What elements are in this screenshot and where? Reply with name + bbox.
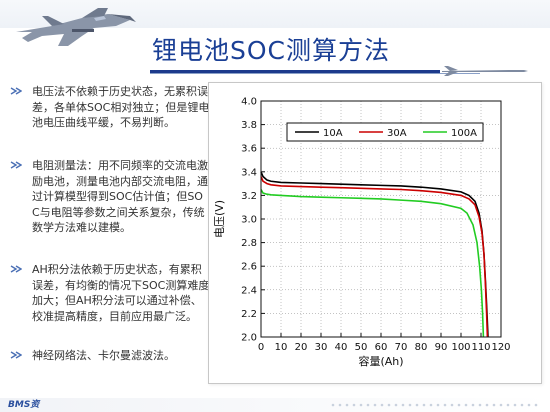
bullet-arrow-icon [10,87,22,95]
y-tick-label: 3.4 [241,167,257,178]
x-tick-label: 90 [435,342,448,353]
footer-dot [429,403,433,407]
footer-dot [485,403,489,407]
footer-dot [464,403,468,407]
footer-dot [366,403,370,407]
footer-dot [492,403,496,407]
bullet-arrow-icon [10,351,22,359]
x-tick-label: 10 [275,342,288,353]
footer-dot [506,403,510,407]
y-tick-label: 2.8 [241,238,257,249]
x-tick-label: 110 [471,342,490,353]
footer-band [0,398,550,412]
y-tick-label: 2.2 [241,309,257,320]
x-tick-label: 100 [451,342,470,353]
y-tick-label: 3.8 [241,120,257,131]
footer-dot [380,403,384,407]
x-tick-label: 120 [491,342,510,353]
y-tick-label: 2.6 [241,262,257,273]
legend-label: 30A [387,128,407,139]
discharge-chart: 0 10 20 30 40 50 60 70 80 90 100 110 120 2.0 2.2 2.4 2.6… [208,82,542,384]
y-tick-label: 2.0 [241,333,257,344]
list-item: AH积分法依赖于历史状态，有累积误差，有均衡的情况下SOC测算难度加大；但AH积… [10,262,210,324]
y-tick-label: 2.4 [241,285,257,296]
title-underline [150,70,440,73]
list-item: 电阻测量法：用不同频率的交流电激励电池，测量电池内部交流电阻，通过计算模型得到S… [10,158,210,236]
bullet-arrow-icon [10,161,22,169]
chart-legend: 10A 30A 100A [286,122,484,142]
fighter-jet-icon [16,8,136,46]
x-tick-label: 80 [415,342,428,353]
footer-dot [401,403,405,407]
bullet-text: 神经网络法、卡尔曼滤波法。 [32,349,175,362]
bullet-text: AH积分法依赖于历史状态，有累积误差，有均衡的情况下SOC测算难度加大；但AH积… [32,263,210,323]
footer-dot [415,403,419,407]
footer-dot [331,403,335,407]
footer-dot [534,403,538,407]
series-line-100A [260,189,485,338]
footer-dot [443,403,447,407]
footer-dot [457,403,461,407]
chart-series [260,171,489,338]
footer-dot [408,403,412,407]
y-axis-label: 电压(V) [213,200,226,238]
page-title: 锂电池SOC测算方法 [152,36,391,65]
footer-dot [478,403,482,407]
footer-dot [520,403,524,407]
legend-label: 10A [323,128,343,139]
footer-dot [499,403,503,407]
footer-dot [359,403,363,407]
chart-axes: 0 10 20 30 40 50 60 70 80 90 100 110 120 2.0 2.2 2.4 2.6… [213,97,511,369]
legend-box [286,122,484,142]
footer-dot [345,403,349,407]
x-axis-label: 容量(Ah) [358,354,403,368]
x-tick-label: 40 [335,342,348,353]
list-item: 电压法不依赖于历史状态，无累积误差，各单体SOC相对独立；但是锂电池电压曲线平缓… [10,84,210,131]
y-tick-label: 3.2 [241,191,257,202]
list-item: 神经网络法、卡尔曼滤波法。 [10,348,210,364]
legend-label: 100A [451,128,477,139]
title-underline-thin [150,73,480,74]
footer-dot [527,403,531,407]
footer-logo: BMS资 [8,400,40,410]
footer-dots [331,403,538,407]
footer-dot [436,403,440,407]
x-tick-label: 50 [355,342,368,353]
x-tick-label: 0 [258,342,264,353]
footer-dot [394,403,398,407]
y-tick-label: 3.0 [241,215,257,226]
discharge-chart-svg: 0 10 20 30 40 50 60 70 80 90 100 110 120 2.0 2.2 2.4 2.6… [213,97,511,369]
footer-dot [338,403,342,407]
missile-icon [442,66,528,76]
bullet-arrow-icon [10,265,22,273]
bullet-text: 电压法不依赖于历史状态，无累积误差，各单体SOC相对独立；但是锂电池电压曲线平缓… [32,85,210,129]
bullet-text: 电阻测量法：用不同频率的交流电激励电池，测量电池内部交流电阻，通过计算模型得到S… [32,159,208,234]
footer-dot [513,403,517,407]
footer-dot [387,403,391,407]
footer-dot [373,403,377,407]
footer-dot [471,403,475,407]
y-tick-label: 3.6 [241,144,257,155]
x-tick-label: 20 [295,342,308,353]
series-line-30A [260,176,489,338]
footer-dot [352,403,356,407]
x-tick-label: 30 [315,342,328,353]
x-tick-label: 70 [395,342,408,353]
footer-dot [450,403,454,407]
x-tick-label: 60 [375,342,388,353]
y-tick-label: 4.0 [241,97,257,108]
footer-dot [422,403,426,407]
